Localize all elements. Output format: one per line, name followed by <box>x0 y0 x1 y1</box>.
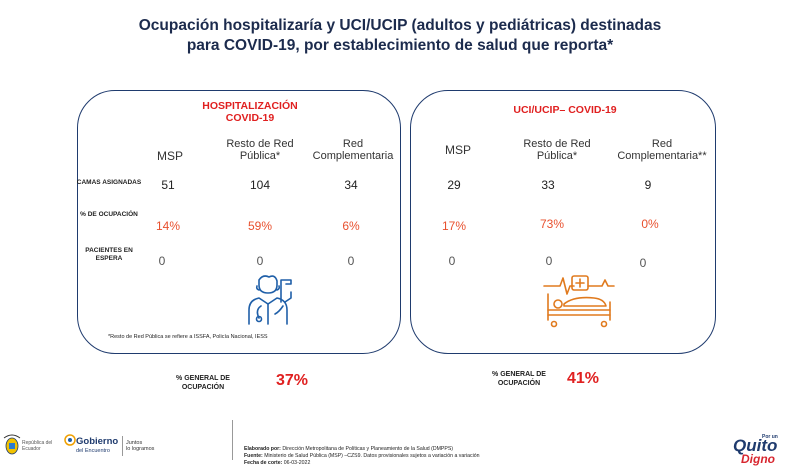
footer-divider <box>232 420 233 460</box>
hosp-pacientes-complementaria: 0 <box>347 254 355 268</box>
uci-camas-resto: 33 <box>541 178 555 192</box>
hosp-col-complementaria: Red Complementaria <box>312 138 394 162</box>
uci-ocupacion-resto: 73% <box>539 217 565 231</box>
uci-col-msp: MSP <box>444 143 471 157</box>
uci-ocupacion-msp: 17% <box>441 219 467 233</box>
hosp-col-resto: Resto de Red Pública* <box>226 138 294 162</box>
footer-credits: Elaborado por: Dirección Metropolitana d… <box>244 446 480 466</box>
gobierno-text: Gobierno <box>76 436 119 447</box>
hospitalizacion-title: HOSPITALIZACIÓN COVID-19 <box>202 100 298 124</box>
hosp-camas-resto: 104 <box>249 178 271 192</box>
juntos-text: Juntos lo logramos <box>126 440 155 452</box>
doctor-icon <box>248 275 292 325</box>
hosp-general-value: 37% <box>276 372 309 389</box>
uci-ocupacion-complementaria: 0% <box>641 217 659 231</box>
row-label-ocupacion: % DE OCUPACIÓN <box>80 211 138 218</box>
uci-camas-msp: 29 <box>447 178 461 192</box>
hosp-pacientes-resto: 0 <box>256 254 264 268</box>
republica-ecuador-text: República del Ecuador <box>22 440 53 452</box>
page-title: Ocupación hospitalizaría y UCI/UCIP (adu… <box>138 17 662 54</box>
hosp-col-msp: MSP <box>156 149 183 163</box>
hosp-camas-msp: 51 <box>161 178 175 192</box>
uci-pacientes-msp: 0 <box>448 254 456 268</box>
uci-pacientes-resto: 0 <box>545 254 553 268</box>
gobierno-logo-icon <box>64 434 76 446</box>
hosp-ocupacion-resto: 59% <box>247 219 273 233</box>
quito-por-text: Por un <box>762 434 778 440</box>
hosp-ocupacion-complementaria: 6% <box>342 219 360 233</box>
uci-title: UCI/UCIP– COVID-19 <box>513 104 617 116</box>
hosp-pacientes-msp: 0 <box>158 254 166 268</box>
quito-text: Quito <box>733 436 778 455</box>
uci-col-complementaria: Red Complementaria** <box>617 138 707 162</box>
hosp-general-label: % GENERAL DE OCUPACIÓN <box>176 375 230 391</box>
hosp-ocupacion-msp: 14% <box>155 219 181 233</box>
uci-camas-complementaria: 9 <box>644 178 652 192</box>
uci-pacientes-complementaria: 0 <box>639 256 647 270</box>
digno-text: Digno <box>741 452 775 466</box>
hosp-camas-complementaria: 34 <box>344 178 358 192</box>
hospital-bed-icon <box>543 275 615 328</box>
ecuador-coat-of-arms-icon <box>3 434 21 455</box>
row-label-camas: CAMAS ASIGNADAS <box>76 179 142 186</box>
hosp-footnote: *Resto de Red Pública se refiere a ISSFA… <box>108 334 268 340</box>
row-label-pacientes: PACIENTES EN ESPERA <box>85 247 133 262</box>
logo-divider <box>122 436 123 456</box>
uci-col-resto: Resto de Red Pública* <box>523 138 591 162</box>
gobierno-sub-text: del Encuentro <box>76 448 110 454</box>
uci-general-value: 41% <box>567 370 600 387</box>
hospitalizacion-panel <box>77 90 401 354</box>
uci-general-label: % GENERAL DE OCUPACIÓN <box>492 371 546 387</box>
